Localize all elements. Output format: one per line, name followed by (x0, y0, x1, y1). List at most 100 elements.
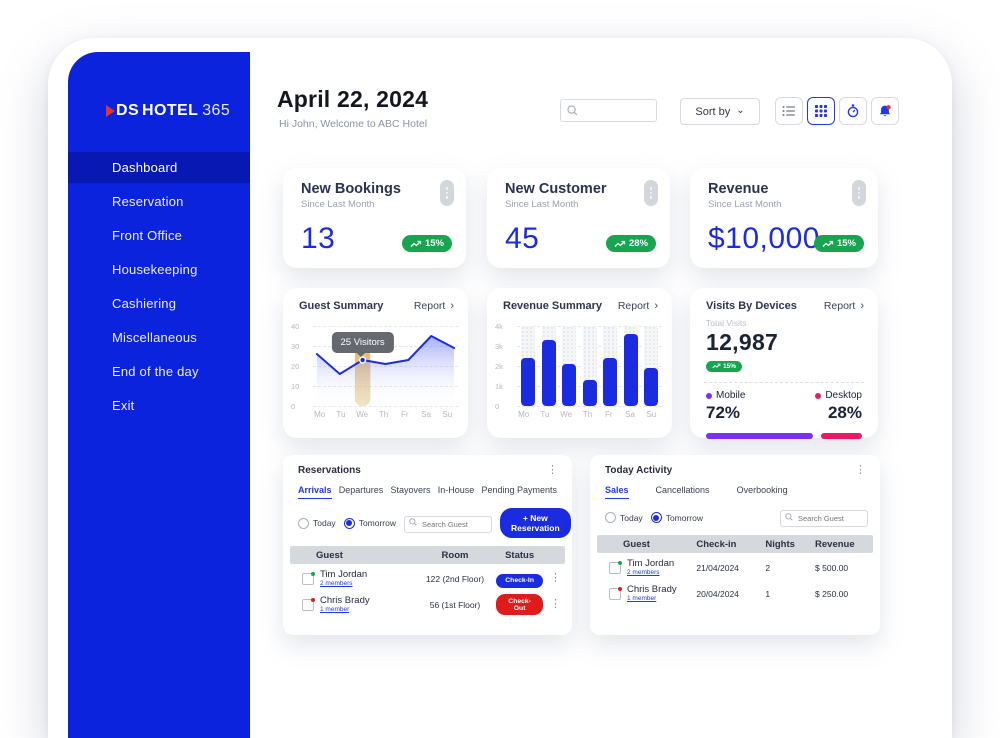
guest-search-input[interactable] (780, 510, 868, 527)
grid-view-button[interactable] (807, 97, 835, 125)
x-axis-labels: Mo Tu We Th Fr Sa Su (309, 410, 458, 419)
sidebar-item-label: Front Office (112, 228, 183, 243)
report-link[interactable]: Report › (618, 300, 658, 312)
tab-pending-payments[interactable]: Pending Payments (481, 485, 557, 495)
kebab-dot (649, 196, 653, 199)
stat-card-title: New Bookings (301, 181, 401, 197)
table-controls: Today Tomorrow (590, 499, 880, 527)
change-value: 28% (628, 238, 648, 249)
logo-text-hotel: HOTEL (142, 102, 199, 119)
sidebar-item-label: Exit (112, 398, 135, 413)
y-tick-label: 3k (495, 342, 503, 351)
logo-text-ds: DS (116, 102, 140, 119)
kebab-icon[interactable]: ⋮ (855, 464, 866, 476)
x-tick-label: Mo (518, 410, 530, 419)
logo: DS HOTEL 365 (106, 102, 230, 120)
bar (644, 368, 658, 406)
activity-tabs: Sales Cancellations Overbooking (590, 476, 880, 499)
kebab-dot (857, 187, 861, 190)
kebab-dot (445, 196, 449, 199)
kebab-menu-button[interactable] (644, 180, 658, 206)
sort-by-label: Sort by (695, 105, 731, 118)
new-reservation-button[interactable]: + New Reservation (500, 508, 571, 538)
tab-sales[interactable]: Sales (605, 485, 629, 499)
nights-cell: 2 (765, 562, 771, 573)
bar (582, 380, 597, 406)
report-label: Report (823, 300, 856, 312)
header-icon-buttons (775, 97, 899, 125)
sidebar-item-cashiering[interactable]: Cashiering (68, 288, 250, 319)
kebab-dot (857, 191, 861, 195)
search-input[interactable] (560, 99, 657, 122)
stopwatch-icon (847, 104, 859, 118)
guest-cell: Tim Jordan 2 members (290, 570, 414, 587)
status-cell: Check-In (496, 569, 543, 588)
report-link[interactable]: Report › (414, 300, 454, 312)
guest-summary-card: Guest Summary Report › 40 30 20 10 0 25 Visitors… (283, 288, 468, 438)
nights-cell: 1 (765, 588, 771, 599)
tab-overbooking[interactable]: Overbooking (736, 485, 788, 495)
legend-dot-icon (815, 392, 822, 399)
sidebar-item-housekeeping[interactable]: Housekeeping (68, 254, 250, 285)
sidebar-item-dashboard[interactable]: Dashboard (68, 152, 250, 183)
line-series (315, 335, 456, 375)
radio-icon (605, 512, 616, 523)
guest-name: Chris Brady (627, 584, 677, 595)
legend-label: Mobile (716, 390, 746, 401)
sidebar-item-reservation[interactable]: Reservation (68, 186, 250, 217)
tab-departures[interactable]: Departures (338, 485, 384, 495)
change-value: 15% (836, 238, 856, 249)
percent-desktop: 28% (827, 403, 862, 422)
kebab-icon[interactable]: ⋮ (550, 572, 561, 584)
sidebar-item-label: Cashiering (112, 296, 177, 311)
kebab-menu-button[interactable] (852, 180, 866, 206)
gridline (313, 406, 458, 407)
guest-cell: Tim Jordan 2 members (597, 559, 696, 576)
report-label: Report (617, 300, 650, 312)
sidebar-item-miscellaneous[interactable]: Miscellaneous (68, 322, 250, 353)
radio-label: Today (620, 512, 643, 523)
radio-today[interactable]: Today (605, 512, 643, 523)
list-view-button[interactable] (775, 97, 803, 125)
chart-card-header: Visits By Devices Report › (690, 288, 878, 312)
table-row: Tim Jordan 2 members 122 (2nd Floor) Check-… (290, 567, 565, 590)
legend-dot-icon (706, 392, 712, 399)
total-visits-value: 12,987 (706, 329, 779, 355)
guest-search-input[interactable] (404, 515, 492, 533)
tab-stayovers[interactable]: Stayovers (390, 485, 431, 495)
guest-name: Tim Jordan (627, 558, 675, 569)
sidebar-item-label: Housekeeping (112, 262, 198, 277)
x-tick-label: Mo (314, 410, 326, 419)
table-card-header: Reservations ⋮ (283, 455, 572, 477)
header-search (560, 99, 657, 122)
report-link[interactable]: Report › (824, 300, 864, 312)
sidebar-item-end-of-the-day[interactable]: End of the day (68, 356, 250, 387)
y-tick-label: 30 (291, 342, 300, 351)
x-axis-labels: Mo Tu We Th Fr Sa Su (513, 410, 662, 419)
kebab-icon[interactable]: ⋮ (550, 598, 561, 610)
tab-cancellations[interactable]: Cancellations (655, 485, 710, 495)
bar-track (644, 326, 658, 406)
tab-arrivals[interactable]: Arrivals (298, 485, 332, 499)
tab-in-house[interactable]: In-House (437, 485, 475, 495)
radio-tomorrow[interactable]: Tomorrow (343, 517, 396, 529)
chevron-down-icon: ⌄ (736, 104, 745, 116)
sort-by-dropdown[interactable]: Sort by ⌄ (680, 98, 760, 125)
sidebar-item-exit[interactable]: Exit (68, 390, 250, 421)
timer-button[interactable] (839, 97, 867, 125)
radio-tomorrow[interactable]: Tomorrow (650, 512, 703, 523)
bar-track (603, 326, 617, 406)
search-icon (409, 518, 417, 526)
kebab-menu-button[interactable] (440, 180, 454, 206)
radio-today[interactable]: Today (298, 517, 336, 529)
guest-search (404, 514, 492, 533)
search-icon (567, 105, 578, 116)
sidebar-item-front-office[interactable]: Front Office (68, 220, 250, 251)
bell-icon (879, 105, 891, 117)
report-label: Report (413, 300, 446, 312)
guest-status-icon (302, 597, 315, 611)
revenue-summary-plot: 4k 3k 2k 1k 0 (495, 322, 662, 411)
radio-icon (298, 517, 309, 529)
kebab-icon[interactable]: ⋮ (547, 464, 558, 476)
notifications-button[interactable] (871, 97, 899, 125)
